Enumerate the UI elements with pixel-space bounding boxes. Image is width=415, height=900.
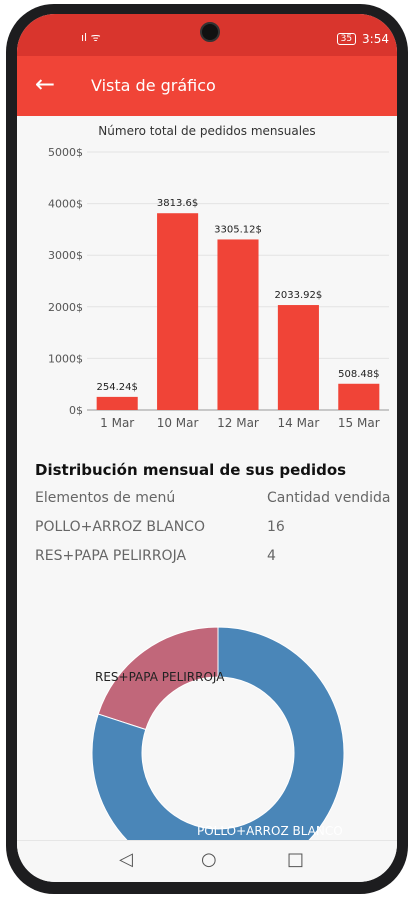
status-time: 3:54 — [362, 32, 389, 46]
chart-title: Número total de pedidos mensuales — [98, 124, 316, 138]
nav-recents-icon[interactable]: □ — [287, 849, 305, 870]
back-arrow-icon[interactable]: ← — [35, 70, 56, 98]
header-items: Elementos de menú — [35, 490, 176, 506]
phone-frame: ıl ᯤ 35 3:54 ← Vista de gráfico Número t… — [6, 4, 408, 894]
content[interactable]: Número total de pedidos mensuales 0$ 1000… — [17, 116, 397, 840]
distribution-title: Distribución mensual de sus pedidos — [35, 461, 347, 479]
bar-value-label: 2033.92$ — [275, 290, 323, 301]
row-item-quantity: 16 — [267, 519, 285, 535]
row-item-name: POLLO+ARROZ BLANCO — [35, 519, 205, 535]
slice-label: POLLO+ARROZ BLANCO — [197, 824, 343, 838]
slice-label: RES+PAPA PELIRROJA — [95, 670, 225, 684]
battery-icon: 35 — [336, 33, 357, 45]
y-tick-label: 5000$ — [48, 146, 83, 159]
page-title: Vista de gráfico — [91, 76, 216, 95]
y-tick-label: 0$ — [69, 404, 83, 417]
y-tick-label: 2000$ — [48, 301, 83, 314]
bar-value-label: 508.48$ — [338, 369, 379, 380]
y-tick-label: 1000$ — [48, 352, 83, 365]
table-header: Elementos de menú Cantidad vendida — [35, 490, 395, 514]
header-quantity: Cantidad vendida — [267, 490, 391, 506]
front-camera — [200, 22, 220, 42]
bar-chart: 0$ 1000$ 2000$ 3000$ 4000$ 5000$ 254.24$ 1 Mar 3… — [48, 146, 389, 430]
y-tick-label: 4000$ — [48, 198, 83, 211]
screen: ıl ᯤ 35 3:54 ← Vista de gráfico Número t… — [17, 14, 397, 882]
status-right: 35 3:54 — [336, 32, 389, 46]
bar — [277, 305, 319, 410]
bar — [157, 213, 199, 410]
signal-wifi-icon: ıl ᯤ — [81, 31, 101, 44]
x-tick-label: 10 Mar — [157, 416, 199, 430]
x-tick-label: 14 Mar — [278, 416, 320, 430]
row-item-quantity: 4 — [267, 548, 276, 564]
bar-value-label: 3813.6$ — [157, 198, 198, 209]
donut-chart: RES+PAPA PELIRROJA POLLO+ARROZ BLANCO — [91, 626, 345, 840]
bar-value-label: 254.24$ — [97, 382, 138, 393]
x-tick-label: 1 Mar — [100, 416, 134, 430]
x-tick-label: 12 Mar — [217, 416, 259, 430]
table-row: POLLO+ARROZ BLANCO 16 — [35, 519, 395, 543]
bar — [338, 383, 380, 410]
status-bar: ıl ᯤ 35 3:54 — [17, 14, 397, 56]
app-bar: ← Vista de gráfico — [17, 56, 397, 116]
donut-slice — [91, 626, 345, 840]
nav-home-icon[interactable]: ○ — [201, 849, 217, 870]
row-item-name: RES+PAPA PELIRROJA — [35, 548, 187, 564]
bar — [96, 396, 138, 410]
nav-back-icon[interactable]: ◁ — [119, 849, 133, 870]
bar-value-label: 3305.12$ — [214, 224, 262, 235]
table-row: RES+PAPA PELIRROJA 4 — [35, 548, 395, 572]
x-tick-label: 15 Mar — [338, 416, 380, 430]
y-tick-label: 3000$ — [48, 249, 83, 262]
navigation-bar: ◁ ○ □ — [17, 840, 397, 882]
bar — [217, 239, 259, 410]
